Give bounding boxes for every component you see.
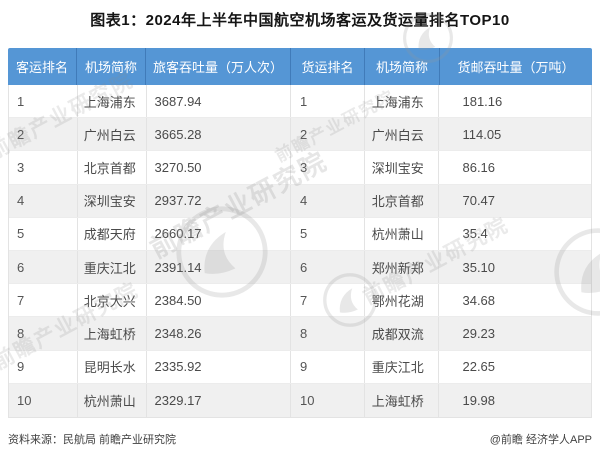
cell-passenger-airport: 深圳宝安 [78, 184, 147, 217]
cell-passenger-rank: 2 [9, 118, 78, 151]
cell-passenger-airport: 成都天府 [78, 217, 147, 250]
table-row: 9 昆明长水 2335.92 9 重庆江北 22.65 [9, 350, 591, 384]
table-row: 2 广州白云 3665.28 2 广州白云 114.05 [9, 118, 591, 152]
cell-passenger-airport: 上海虹桥 [78, 317, 147, 350]
header-cargo-airport: 机场简称 [365, 48, 440, 85]
cell-cargo-airport: 成都双流 [365, 317, 440, 350]
cell-cargo-airport: 深圳宝安 [365, 151, 440, 184]
cell-cargo-throughput: 114.05 [462, 126, 502, 142]
table-header-row: 客运排名 机场简称 旅客吞吐量（万人次） 货运排名 机场简称 货邮吞吐量（万吨） [8, 48, 592, 85]
figure-footer: 资料来源：民航局 前瞻产业研究院 @前瞻 经济学人APP [8, 431, 592, 447]
cell-cargo-rank: 7 [291, 284, 365, 317]
cell-passenger-throughput: 2391.14 [147, 250, 291, 284]
cell-cargo-airport: 杭州萧山 [365, 217, 440, 250]
cell-cargo-rank: 9 [291, 350, 365, 383]
cell-cargo-rank: 6 [291, 250, 365, 284]
cell-passenger-airport: 昆明长水 [78, 350, 147, 383]
header-cargo-rank: 货运排名 [291, 48, 365, 85]
cell-passenger-throughput: 2329.17 [147, 383, 291, 417]
cell-cargo-rank: 4 [291, 184, 365, 217]
source-note: 资料来源：民航局 前瞻产业研究院 [8, 434, 177, 446]
cell-cargo-airport: 鄂州花湖 [365, 284, 440, 317]
cell-passenger-rank: 6 [9, 250, 78, 284]
header-passenger-rank: 客运排名 [8, 48, 77, 85]
header-passenger-throughput: 旅客吞吐量（万人次） [146, 48, 291, 85]
cell-passenger-rank: 7 [9, 284, 78, 317]
cell-cargo-rank: 3 [291, 151, 365, 184]
cell-passenger-rank: 9 [9, 350, 78, 383]
cell-cargo-airport: 郑州新郑 [365, 250, 440, 284]
table-row: 3 北京首都 3270.50 3 深圳宝安 86.16 [9, 151, 591, 185]
header-passenger-airport: 机场简称 [77, 48, 146, 85]
cell-cargo-rank: 10 [291, 383, 365, 417]
cell-cargo-throughput: 22.65 [462, 359, 496, 375]
cell-passenger-throughput: 2660.17 [147, 217, 291, 250]
cell-cargo-airport: 广州白云 [365, 118, 440, 151]
cell-passenger-airport: 北京首都 [78, 151, 147, 184]
cell-cargo-rank: 2 [291, 118, 365, 151]
table-row: 10 杭州萧山 2329.17 10 上海虹桥 19.98 [9, 383, 591, 417]
cell-passenger-rank: 3 [9, 151, 78, 184]
cell-passenger-throughput: 2335.92 [147, 350, 291, 383]
cell-passenger-rank: 4 [9, 184, 78, 217]
cell-cargo-throughput: 19.98 [462, 392, 496, 408]
table-row: 4 深圳宝安 2937.72 4 北京首都 70.47 [9, 184, 591, 218]
credit-note: @前瞻 经济学人APP [489, 434, 592, 446]
cell-passenger-throughput: 2937.72 [147, 184, 291, 217]
cell-passenger-throughput: 3665.28 [147, 118, 291, 151]
table-row: 8 上海虹桥 2348.26 8 成都双流 29.23 [9, 317, 591, 351]
cell-passenger-airport: 杭州萧山 [78, 383, 147, 417]
table-row: 7 北京大兴 2384.50 7 鄂州花湖 34.68 [9, 284, 591, 318]
cell-cargo-throughput: 86.16 [462, 159, 496, 175]
cell-cargo-airport: 上海虹桥 [365, 383, 440, 417]
cell-cargo-throughput: 34.68 [462, 292, 496, 308]
table-row: 6 重庆江北 2391.14 6 郑州新郑 35.10 [9, 250, 591, 285]
cell-cargo-throughput: 29.23 [462, 325, 496, 341]
cell-passenger-airport: 北京大兴 [78, 284, 147, 317]
header-cargo-throughput: 货邮吞吐量（万吨） [457, 60, 575, 75]
cell-cargo-rank: 5 [291, 217, 365, 250]
cell-passenger-rank: 1 [9, 85, 78, 118]
table-row: 5 成都天府 2660.17 5 杭州萧山 35.4 [9, 217, 591, 251]
cell-cargo-airport: 北京首都 [365, 184, 440, 217]
cell-passenger-throughput: 2348.26 [147, 317, 291, 350]
page-title: 图表1：2024年上半年中国航空机场客运及货运量排名TOP10 [90, 12, 510, 29]
table-row: 1 上海浦东 3687.94 1 上海浦东 181.16 [9, 85, 591, 119]
cell-passenger-airport: 重庆江北 [78, 250, 147, 284]
cell-cargo-airport: 重庆江北 [365, 350, 440, 383]
cell-passenger-airport: 广州白云 [78, 118, 147, 151]
cell-passenger-throughput: 2384.50 [147, 284, 291, 317]
cell-cargo-airport: 上海浦东 [365, 85, 440, 118]
cell-passenger-rank: 8 [9, 317, 78, 350]
cell-cargo-rank: 8 [291, 317, 365, 350]
cell-passenger-rank: 10 [9, 383, 78, 417]
cell-passenger-airport: 上海浦东 [78, 85, 147, 118]
cell-passenger-throughput: 3687.94 [147, 85, 291, 118]
cell-cargo-throughput: 181.16 [462, 93, 503, 109]
cell-cargo-throughput: 35.4 [462, 226, 488, 242]
cell-cargo-throughput: 70.47 [462, 193, 496, 209]
cell-cargo-rank: 1 [291, 85, 365, 118]
cell-passenger-throughput: 3270.50 [147, 151, 291, 184]
ranking-table: 客运排名 机场简称 旅客吞吐量（万人次） 货运排名 机场简称 货邮吞吐量（万吨）… [8, 48, 592, 418]
cell-passenger-rank: 5 [9, 217, 78, 250]
table-body: 1 上海浦东 3687.94 1 上海浦东 181.16 2 广州白云 3665… [8, 85, 592, 418]
cell-cargo-throughput: 35.10 [462, 259, 496, 275]
